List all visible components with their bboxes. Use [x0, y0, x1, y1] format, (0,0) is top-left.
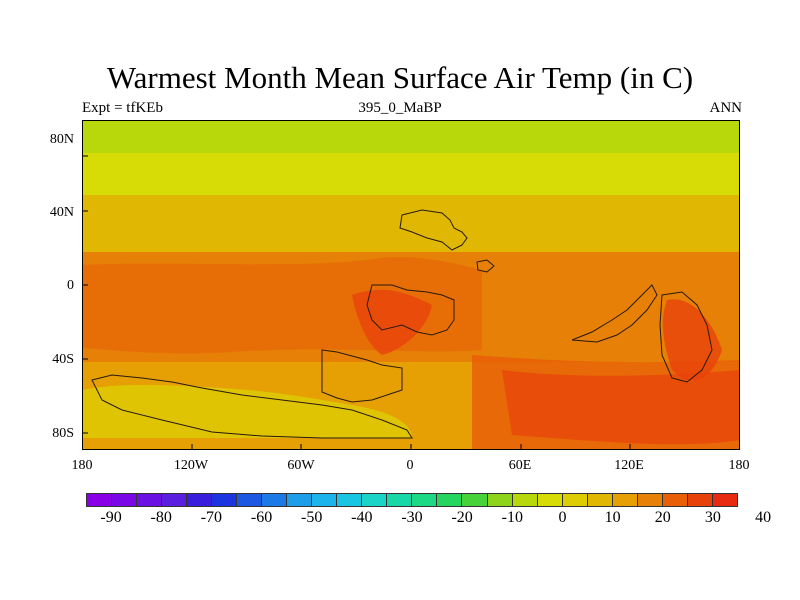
southern-outline-a — [321, 349, 403, 403]
island-outline — [476, 259, 495, 273]
chart-title: Warmest Month Mean Surface Air Temp (in … — [106, 60, 694, 95]
y-tick-label: 40N — [49, 205, 74, 220]
colorbar-swatch — [336, 493, 362, 507]
x-tick-label: 180 — [728, 458, 750, 473]
y-tick-label: 0 — [67, 278, 74, 293]
colorbar-swatch — [386, 493, 412, 507]
colorbar-swatch — [411, 493, 437, 507]
band-polar-north — [82, 120, 740, 153]
colorbar-label: -60 — [250, 509, 273, 526]
x-tick-label: 120E — [614, 458, 644, 473]
x-tick-label: 0 — [406, 458, 414, 473]
africa-outline — [366, 284, 455, 336]
colorbar-swatch — [486, 493, 512, 507]
x-tick-label: 60W — [287, 458, 315, 473]
colorbar-swatch — [186, 493, 212, 507]
x-tick-label: 180 — [71, 458, 93, 473]
colorbar-swatch — [711, 493, 738, 507]
colorbar-swatch — [611, 493, 637, 507]
season-label: ANN — [709, 100, 743, 116]
x-tick-label: 120W — [173, 458, 209, 473]
y-tick-label: 40S — [52, 352, 74, 367]
experiment-label: Expt = tfKEb — [82, 100, 163, 116]
colorbar-swatch — [111, 493, 137, 507]
colorbar-label: -10 — [501, 509, 523, 526]
tick-marks — [82, 155, 631, 450]
colorbar-label: -90 — [100, 509, 122, 526]
southern-hot-core — [502, 370, 740, 445]
north-landmass-outline — [399, 209, 468, 251]
colorbar-swatch — [161, 493, 187, 507]
east-outline — [571, 284, 658, 343]
colorbar-swatch — [136, 493, 162, 507]
pacific-outline — [659, 291, 713, 383]
colorbar-label: -80 — [150, 509, 172, 526]
colorbar-label: -30 — [401, 509, 423, 526]
colorbar-swatch — [311, 493, 337, 507]
colorbar — [86, 493, 738, 507]
colorbar-label: -70 — [200, 509, 223, 526]
africa-hot-core — [352, 289, 432, 355]
y-tick-label: 80N — [49, 132, 74, 147]
colorbar-label: 10 — [604, 509, 621, 526]
colorbar-swatch — [261, 493, 287, 507]
colorbar-swatch — [86, 493, 112, 507]
colorbar-label: 20 — [654, 509, 671, 526]
southern-outline-b — [91, 374, 413, 439]
band-high-north — [82, 153, 740, 195]
colorbar-swatch — [511, 493, 537, 507]
colorbar-swatch — [461, 493, 487, 507]
colorbar-label: 0 — [558, 509, 567, 526]
period-label: 395_0_MaBP — [358, 100, 442, 116]
colorbar-label: -50 — [301, 509, 323, 526]
colorbar-label: 30 — [704, 509, 721, 526]
colorbar-swatch — [636, 493, 662, 507]
colorbar-swatch — [436, 493, 462, 507]
colorbar-swatch — [561, 493, 587, 507]
colorbar-swatch — [286, 493, 312, 507]
colorbar-swatch — [236, 493, 262, 507]
colorbar-label: -40 — [351, 509, 373, 526]
band-mid-north — [82, 195, 740, 252]
colorbar-swatch — [686, 493, 712, 507]
temperature-map — [82, 120, 740, 450]
y-tick-label: 80S — [52, 426, 74, 441]
colorbar-swatch — [586, 493, 612, 507]
continent-outlines — [91, 209, 713, 439]
colorbar-swatch — [661, 493, 687, 507]
colorbar-swatch — [536, 493, 562, 507]
colorbar-swatch — [211, 493, 237, 507]
southern-continent-cool — [82, 384, 412, 438]
colorbar-label: -20 — [451, 509, 473, 526]
x-tick-label: 60E — [508, 458, 532, 473]
colorbar-swatch — [361, 493, 387, 507]
map-svg — [82, 120, 740, 450]
colorbar-label: 40 — [755, 509, 772, 526]
colorbar-label: 50 — [793, 509, 800, 527]
